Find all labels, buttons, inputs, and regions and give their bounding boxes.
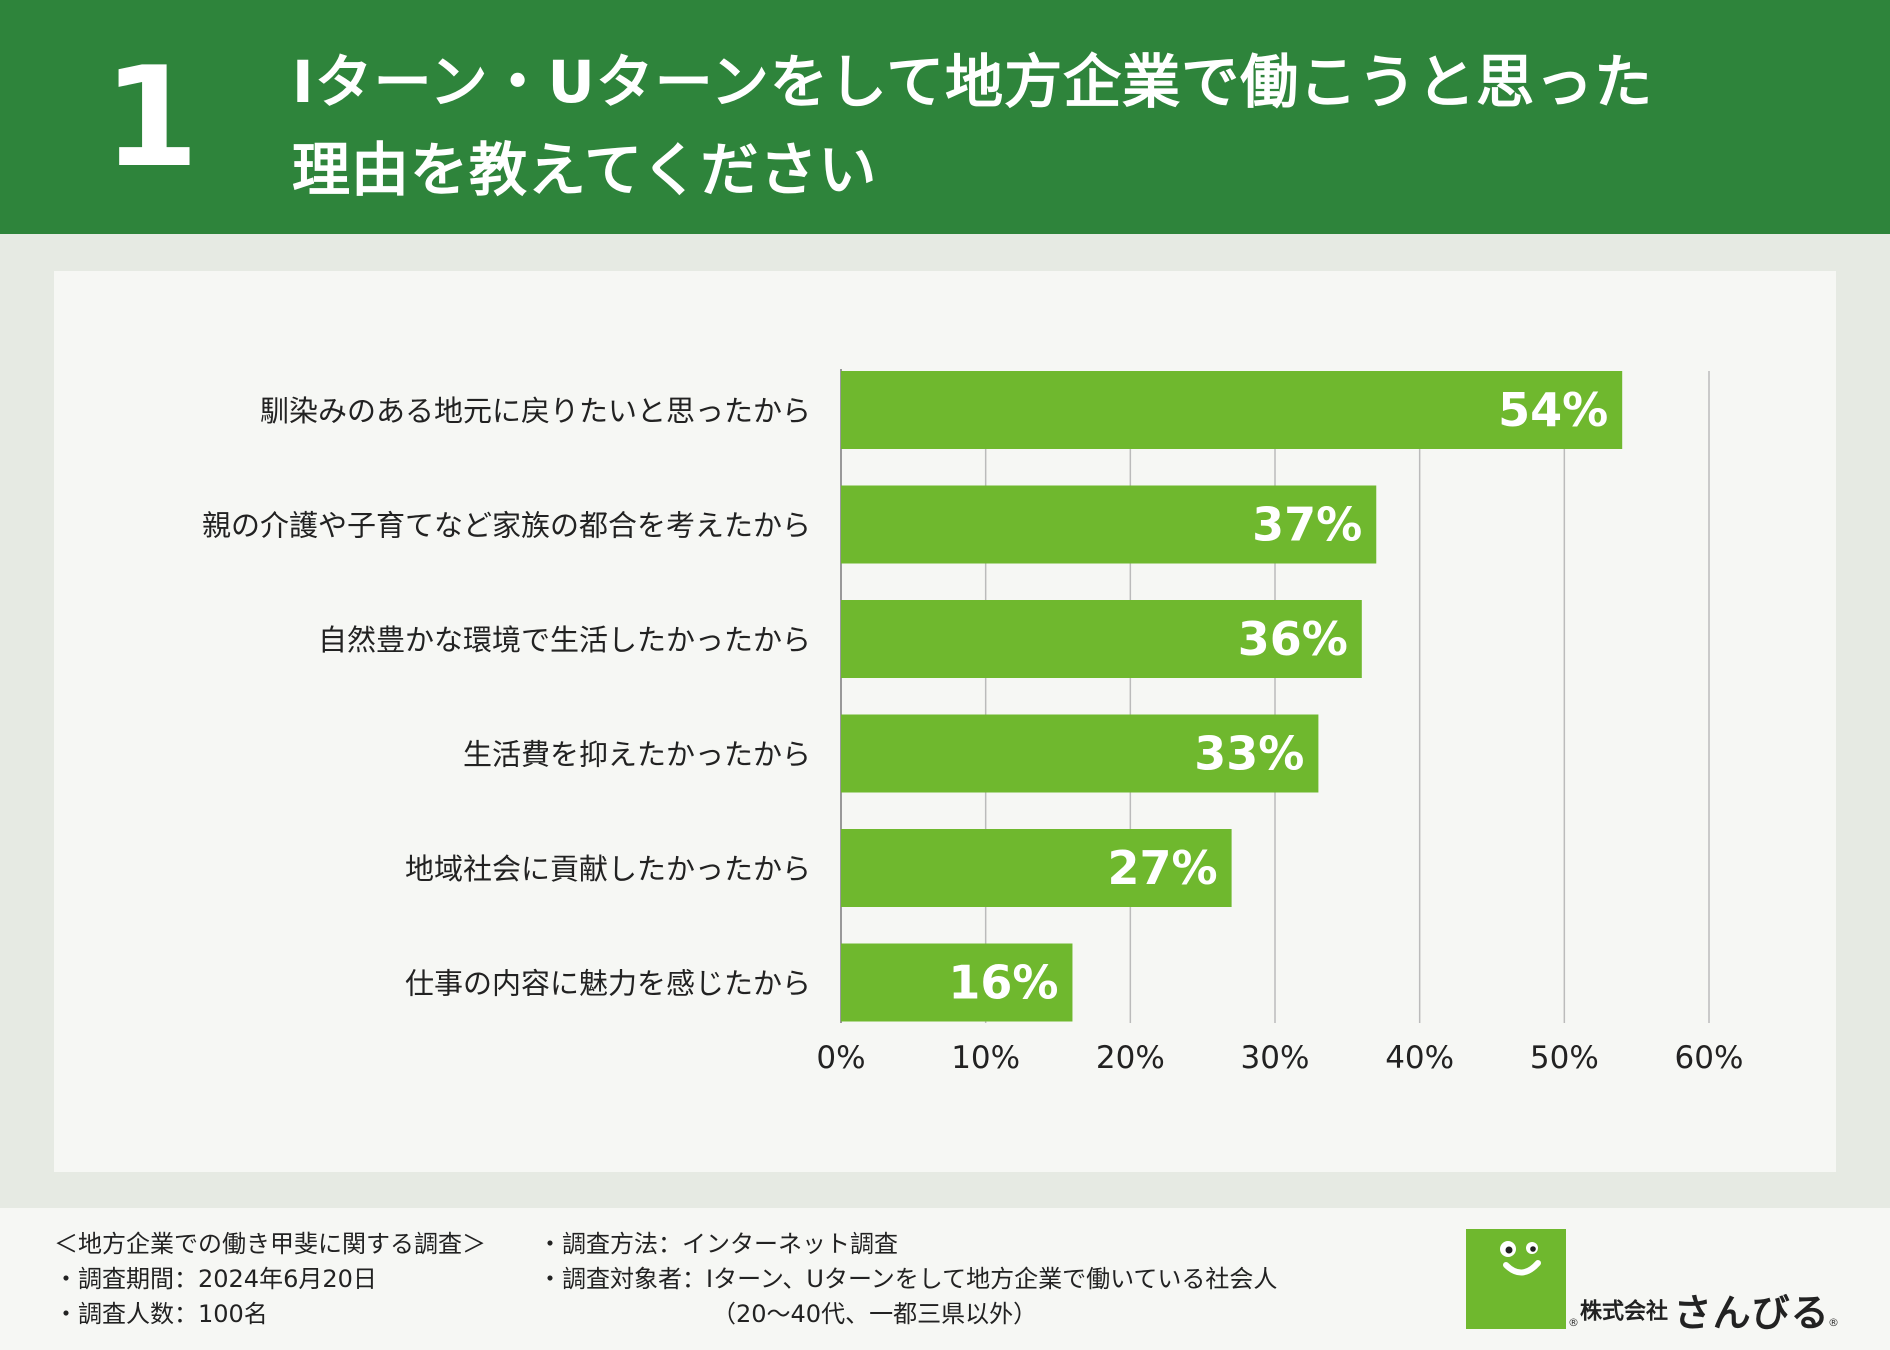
x-tick-label-2: 20% <box>1096 1040 1165 1076</box>
question-title-line2: 理由を教えてください <box>292 136 878 204</box>
survey-method: ・調査方法：インターネット調査 <box>538 1230 898 1258</box>
bar-value-label-0: 54% <box>1498 383 1608 437</box>
registered-mark-icon-2: ® <box>1828 1316 1839 1329</box>
survey-target: ・調査対象者：Iターン、Uターンをして地方企業で働いている社会人 <box>538 1265 1278 1293</box>
survey-period: ・調査期間：2024年6月20日 <box>54 1265 377 1293</box>
logo-mark <box>1466 1229 1566 1329</box>
bar-value-label-3: 33% <box>1194 727 1304 781</box>
header-banner: 1 Iターン・Uターンをして地方企業で働こうと思った 理由を教えてください <box>0 0 1890 234</box>
bar-5 <box>841 943 1073 1022</box>
x-tick-label-4: 40% <box>1385 1040 1454 1076</box>
category-label-5: 仕事の内容に魅力を感じたから <box>405 967 811 1001</box>
bar-value-label-4: 27% <box>1107 841 1217 895</box>
category-label-2: 自然豊かな環境で生活したかったから <box>318 623 811 657</box>
question-title: Iターン・Uターンをして地方企業で働こうと思った 理由を教えてください <box>292 38 1812 214</box>
chart-panel: 54% 馴染みのある地元に戻りたいと思ったから 37% 親の介護や子育てなど家族の都合… <box>54 271 1836 1172</box>
bar-0 <box>841 371 1623 449</box>
x-tick-label-3: 30% <box>1241 1040 1310 1076</box>
bar-3 <box>841 714 1319 793</box>
x-tick-label-6: 60% <box>1675 1040 1744 1076</box>
bar-value-label-1: 37% <box>1252 498 1362 552</box>
company-prefix: 株式会社 <box>1580 1299 1669 1325</box>
question-number: 1 <box>103 37 200 198</box>
x-tick-label-1: 10% <box>951 1040 1020 1076</box>
footer: ＜地方企業での働き甲斐に関する調査＞ ・調査期間：2024年6月20日 ・調査人… <box>0 1208 1890 1350</box>
bar-4 <box>841 829 1232 907</box>
survey-respondents: ・調査人数：100名 <box>54 1300 268 1328</box>
registered-mark-icon: ® <box>1568 1316 1579 1329</box>
category-label-0: 馴染みのある地元に戻りたいと思ったから <box>260 394 811 428</box>
bar-value-label-2: 36% <box>1238 612 1348 666</box>
category-label-4: 地域社会に貢献したかったから <box>405 852 811 886</box>
bar-1 <box>841 485 1377 564</box>
company-logo-text: 株式会社 さんびる <box>1580 1282 1830 1337</box>
question-title-line1: Iターン・Uターンをして地方企業で働こうと思った <box>292 48 1654 116</box>
category-label-3: 生活費を抑えたかったから <box>463 738 811 772</box>
category-label-1: 親の介護や子育てなど家族の都合を考えたから <box>202 509 811 543</box>
smile-face-icon <box>1500 1241 1541 1276</box>
survey-target-note: （20〜40代、一都三県以外） <box>712 1300 1038 1328</box>
x-tick-label-5: 50% <box>1530 1040 1599 1076</box>
bar-chart: 54% 馴染みのある地元に戻りたいと思ったから 37% 親の介護や子育てなど家族の都合… <box>202 369 1744 1076</box>
survey-title: ＜地方企業での働き甲斐に関する調査＞ <box>54 1230 486 1258</box>
bar-2 <box>841 600 1362 678</box>
bar-value-label-5: 16% <box>948 956 1058 1010</box>
company-name: さんびる <box>1673 1291 1830 1335</box>
x-tick-label-0: 0% <box>816 1040 865 1076</box>
